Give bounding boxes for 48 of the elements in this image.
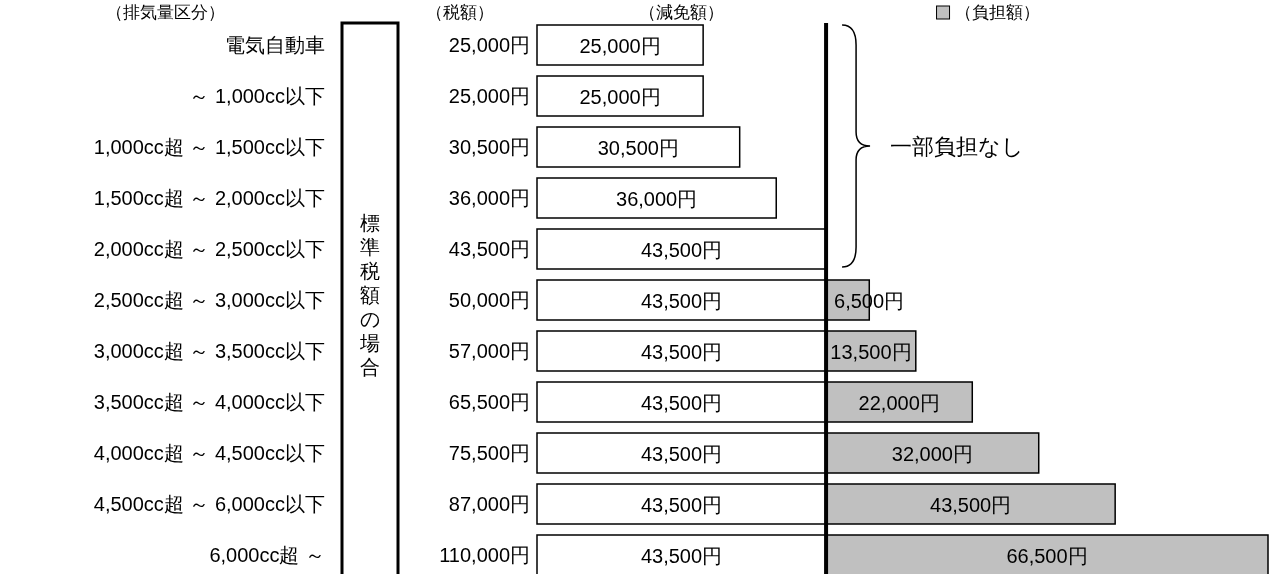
data-label: 66,500円	[1006, 545, 1088, 567]
y-tick-label: 4,500cc超 ～ 6,000cc以下	[93, 493, 325, 515]
y-tick-label: 1,000cc超 ～ 1,500cc以下	[93, 136, 325, 158]
data-label: 25,000円	[579, 86, 661, 108]
total-label: 110,000円	[439, 544, 530, 566]
total-label: 43,500円	[448, 238, 530, 260]
y-axis-title: （排気量区分）	[105, 3, 225, 22]
bar	[536, 75, 704, 117]
data-label: 43,500円	[640, 443, 723, 465]
y-tick-label: 2,000cc超 ～ 2,500cc以下	[93, 238, 325, 260]
y-tick-label: 4,000cc超 ～ 4,500cc以下	[93, 442, 325, 464]
bar	[536, 24, 704, 66]
y-tick-label: 1,500cc超 ～ 2,000cc以下	[93, 187, 325, 209]
data-label: 32,000円	[891, 443, 973, 465]
data-label: 36,000円	[616, 188, 698, 210]
y-tick-label: 2,500cc超 ～ 3,000cc以下	[93, 289, 325, 311]
data-label: 43,500円	[640, 341, 723, 363]
total-label: 25,000円	[448, 34, 530, 56]
data-label: 30,500円	[597, 137, 679, 159]
bar	[536, 126, 741, 168]
series-label: （減免額）	[639, 3, 725, 22]
data-label: 43,500円	[640, 494, 723, 516]
y-tick-label: 3,000cc超 ～ 3,500cc以下	[93, 340, 325, 362]
data-label: 43,500円	[640, 392, 723, 414]
y-tick-label: 6,000cc超 ～	[209, 544, 325, 566]
y-tick-label: 電気自動車	[225, 34, 325, 56]
total-label: 87,000円	[448, 493, 530, 515]
total-label: 57,000円	[448, 340, 530, 362]
data-label: 43,500円	[930, 494, 1012, 516]
y-tick-label: 3,500cc超 ～ 4,000cc以下	[93, 391, 325, 413]
total-label: 25,000円	[448, 85, 530, 107]
total-label: 36,000円	[448, 187, 530, 209]
data-label: 25,000円	[579, 35, 661, 57]
total-label: 75,500円	[448, 442, 530, 464]
data-label: 22,000円	[858, 392, 940, 414]
data-label: 43,500円	[640, 545, 723, 567]
text: （税額）	[426, 3, 494, 22]
data-label: 13,500円	[830, 341, 912, 363]
text: 標準税額の場合	[359, 212, 380, 378]
total-label: 30,500円	[448, 136, 530, 158]
y-tick-label: ～ 1,000cc以下	[189, 85, 325, 107]
data-label: 43,500円	[640, 239, 723, 261]
total-label: 65,500円	[448, 391, 530, 413]
annotation: 一部負担なし	[890, 134, 1025, 159]
bar	[536, 177, 777, 219]
legend-label: （負担額）	[954, 3, 1040, 22]
total-label: 50,000円	[448, 289, 530, 311]
data-label: 43,500円	[640, 290, 723, 312]
